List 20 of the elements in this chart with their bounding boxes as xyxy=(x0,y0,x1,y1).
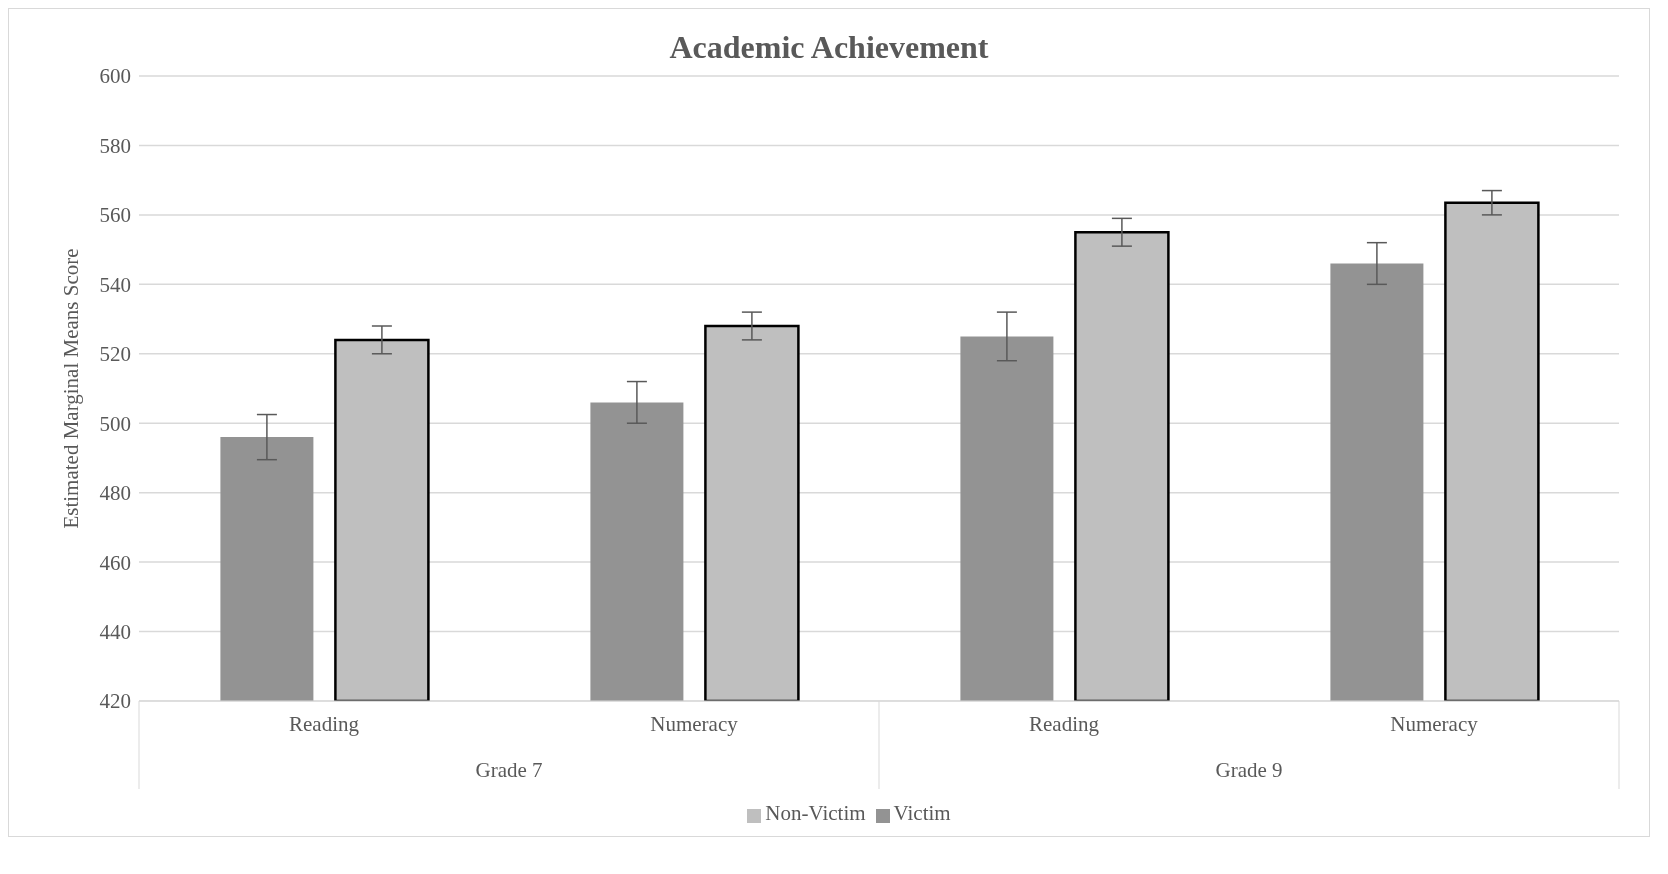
legend-label: Non-Victim xyxy=(765,801,866,825)
y-tick-label: 440 xyxy=(99,620,131,645)
y-tick-label: 480 xyxy=(99,481,131,506)
y-tick-label: 580 xyxy=(99,133,131,158)
y-tick-label: 420 xyxy=(99,689,131,714)
x-tick-label: Reading xyxy=(1029,712,1100,736)
text: Grade 9 xyxy=(1215,758,1283,782)
y-tick-label: 560 xyxy=(99,203,131,228)
chart-title: Academic Achievement xyxy=(668,28,990,66)
x-tick-label: Numeracy xyxy=(650,712,739,736)
y-tick-label: 460 xyxy=(99,550,131,575)
legend-label: Victim xyxy=(893,801,951,825)
y-tick-label: 500 xyxy=(99,411,131,436)
x-tick-label: Reading xyxy=(289,712,360,736)
x-tick-label: Numeracy xyxy=(1390,712,1479,736)
y-tick-label: 520 xyxy=(99,342,131,367)
y-tick-label: 540 xyxy=(99,272,131,297)
text: Grade 7 xyxy=(475,758,543,782)
y-axis-title: Estimated Marginal Means Score xyxy=(59,248,84,529)
y-tick-label: 600 xyxy=(99,64,131,89)
